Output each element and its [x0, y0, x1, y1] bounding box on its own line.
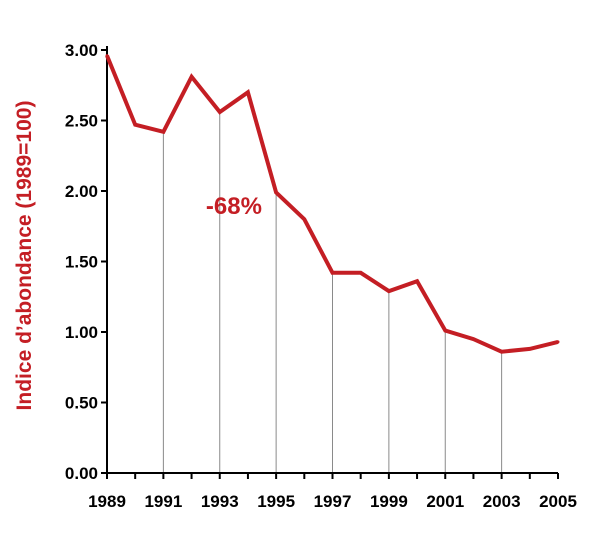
x-tick-label: 2005 — [539, 492, 577, 511]
x-tick-label: 1995 — [257, 492, 295, 511]
data-point — [556, 340, 560, 344]
data-point — [246, 90, 250, 94]
data-point — [500, 350, 504, 354]
x-tick-label: 2003 — [483, 492, 521, 511]
y-tick-label: 1.00 — [65, 323, 98, 342]
x-ticks: 1989 1991 1993 1995 1997 1999 2001 2003 2005 — [88, 473, 577, 511]
y-axis-label: Indice d’abondance (1989=100) — [13, 101, 36, 411]
data-point — [331, 271, 334, 275]
y-tick-label: 2.00 — [65, 182, 98, 201]
data-point — [415, 279, 419, 283]
data-point — [443, 329, 447, 333]
data-point — [133, 123, 137, 127]
x-tick-label: 1997 — [314, 492, 352, 511]
drop-lines — [162, 112, 503, 473]
data-point — [302, 217, 306, 221]
data-point — [218, 110, 222, 114]
data-point — [190, 75, 194, 79]
x-tick-label: 1989 — [88, 492, 126, 511]
data-point — [274, 190, 278, 194]
data-point — [387, 289, 391, 293]
data-point — [161, 130, 165, 134]
data-point — [528, 347, 532, 351]
x-tick-label: 2001 — [426, 492, 464, 511]
data-point — [471, 337, 475, 341]
x-tick-label: 1993 — [201, 492, 239, 511]
y-tick-label: 3.00 — [65, 41, 98, 60]
x-tick-label: 1999 — [370, 492, 408, 511]
decline-annotation: -68% — [206, 193, 262, 220]
y-tick-label: 2.50 — [65, 112, 98, 131]
data-point — [359, 271, 363, 275]
x-tick-label: 1991 — [144, 492, 182, 511]
y-tick-label: 0.50 — [65, 394, 98, 413]
series — [105, 54, 560, 354]
y-tick-label: 1.50 — [65, 253, 98, 272]
y-ticks: 0.00 0.50 1.00 1.50 2.00 2.50 3.00 — [65, 41, 107, 483]
data-point — [105, 54, 109, 58]
y-tick-label: 0.00 — [65, 464, 98, 483]
